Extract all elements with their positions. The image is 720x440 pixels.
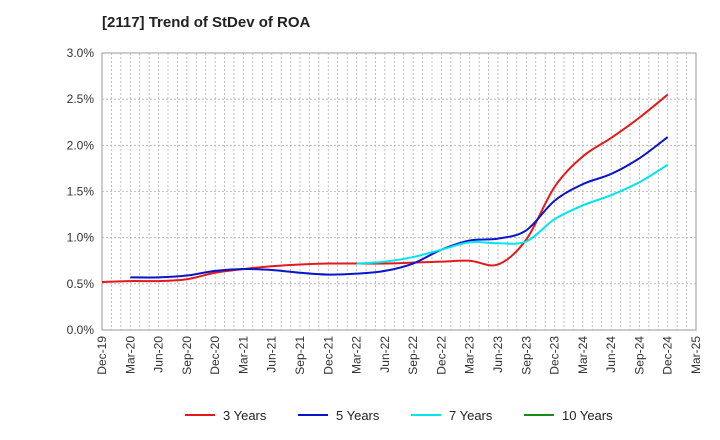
y-tick-label: 2.0% — [67, 138, 95, 152]
legend: 3 Years 5 Years 7 Years 10 Years — [185, 408, 613, 423]
legend-label: 3 Years — [223, 408, 267, 423]
chart-title: [2117] Trend of StDev of ROA — [102, 14, 311, 31]
series-line-3-years — [101, 93, 669, 283]
legend-label: 7 Years — [449, 408, 493, 423]
y-tick-label: 0.0% — [67, 323, 95, 337]
x-tick-label: Jun-23 — [491, 336, 505, 373]
x-tick-label: Dec-21 — [321, 336, 335, 375]
legend-label: 10 Years — [562, 408, 613, 423]
x-axis-ticks: Dec-19 Mar-20 Jun-20 Sep-20 Dec-20 Mar-21 Jun-… — [95, 336, 703, 375]
grid-layer — [102, 53, 696, 330]
y-tick-label: 0.5% — [67, 277, 95, 291]
x-tick-label: Dec-22 — [434, 336, 448, 375]
y-tick-label: 1.0% — [67, 231, 95, 245]
x-tick-label: Dec-20 — [208, 336, 222, 375]
x-tick-label: Jun-24 — [604, 336, 618, 373]
x-tick-label: Jun-21 — [265, 336, 279, 373]
series-line-7-years — [356, 163, 669, 265]
x-tick-label: Sep-21 — [293, 336, 307, 375]
y-tick-label: 2.5% — [67, 92, 95, 106]
x-tick-label: Jun-20 — [152, 336, 166, 373]
x-tick-label: Dec-23 — [548, 336, 562, 375]
x-tick-label: Mar-25 — [689, 336, 703, 374]
series-layer — [101, 93, 669, 283]
x-tick-label: Dec-19 — [95, 336, 109, 375]
x-tick-label: Sep-22 — [406, 336, 420, 375]
x-tick-label: Dec-24 — [661, 336, 675, 375]
y-tick-label: 1.5% — [67, 185, 95, 199]
x-tick-label: Mar-24 — [576, 336, 590, 374]
x-tick-label: Mar-21 — [236, 336, 250, 374]
series-line-5-years — [130, 136, 669, 279]
x-tick-label: Mar-22 — [350, 336, 364, 374]
x-tick-label: Mar-20 — [123, 336, 137, 374]
x-tick-label: Jun-22 — [378, 336, 392, 373]
legend-label: 5 Years — [336, 408, 380, 423]
x-tick-label: Sep-24 — [632, 336, 646, 375]
x-tick-label: Sep-20 — [180, 336, 194, 375]
x-tick-label: Mar-23 — [463, 336, 477, 374]
y-axis-ticks: 0.0% 0.5% 1.0% 1.5% 2.0% 2.5% 3.0% — [67, 46, 95, 337]
y-tick-label: 3.0% — [67, 46, 95, 60]
x-tick-label: Sep-23 — [519, 336, 533, 375]
